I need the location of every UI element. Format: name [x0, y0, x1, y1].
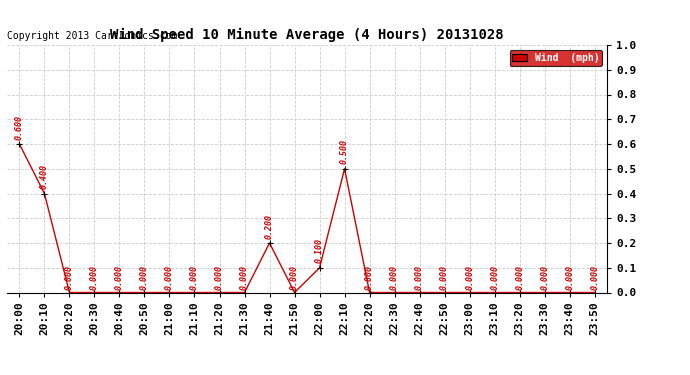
Text: 0.000: 0.000	[215, 264, 224, 290]
Text: 0.500: 0.500	[340, 139, 349, 164]
Text: 0.100: 0.100	[315, 238, 324, 263]
Text: 0.000: 0.000	[115, 264, 124, 290]
Text: 0.000: 0.000	[365, 264, 374, 290]
Title: Wind Speed 10 Minute Average (4 Hours) 20131028: Wind Speed 10 Minute Average (4 Hours) 2…	[110, 28, 504, 42]
Text: 0.000: 0.000	[415, 264, 424, 290]
Text: 0.000: 0.000	[165, 264, 174, 290]
Text: 0.000: 0.000	[290, 264, 299, 290]
Text: 0.200: 0.200	[265, 213, 274, 238]
Text: 0.400: 0.400	[40, 164, 49, 189]
Text: 0.000: 0.000	[515, 264, 524, 290]
Legend: Wind  (mph): Wind (mph)	[509, 50, 602, 66]
Text: 0.000: 0.000	[540, 264, 549, 290]
Text: 0.000: 0.000	[240, 264, 249, 290]
Text: 0.600: 0.600	[15, 114, 24, 140]
Text: 0.000: 0.000	[90, 264, 99, 290]
Text: Copyright 2013 Cartronics.com: Copyright 2013 Cartronics.com	[7, 32, 177, 41]
Text: 0.000: 0.000	[140, 264, 149, 290]
Text: 0.000: 0.000	[590, 264, 599, 290]
Text: 0.000: 0.000	[565, 264, 574, 290]
Text: 0.000: 0.000	[490, 264, 499, 290]
Text: 0.000: 0.000	[190, 264, 199, 290]
Text: 0.000: 0.000	[465, 264, 474, 290]
Text: 0.000: 0.000	[440, 264, 449, 290]
Text: 0.000: 0.000	[65, 264, 74, 290]
Text: 0.000: 0.000	[390, 264, 399, 290]
